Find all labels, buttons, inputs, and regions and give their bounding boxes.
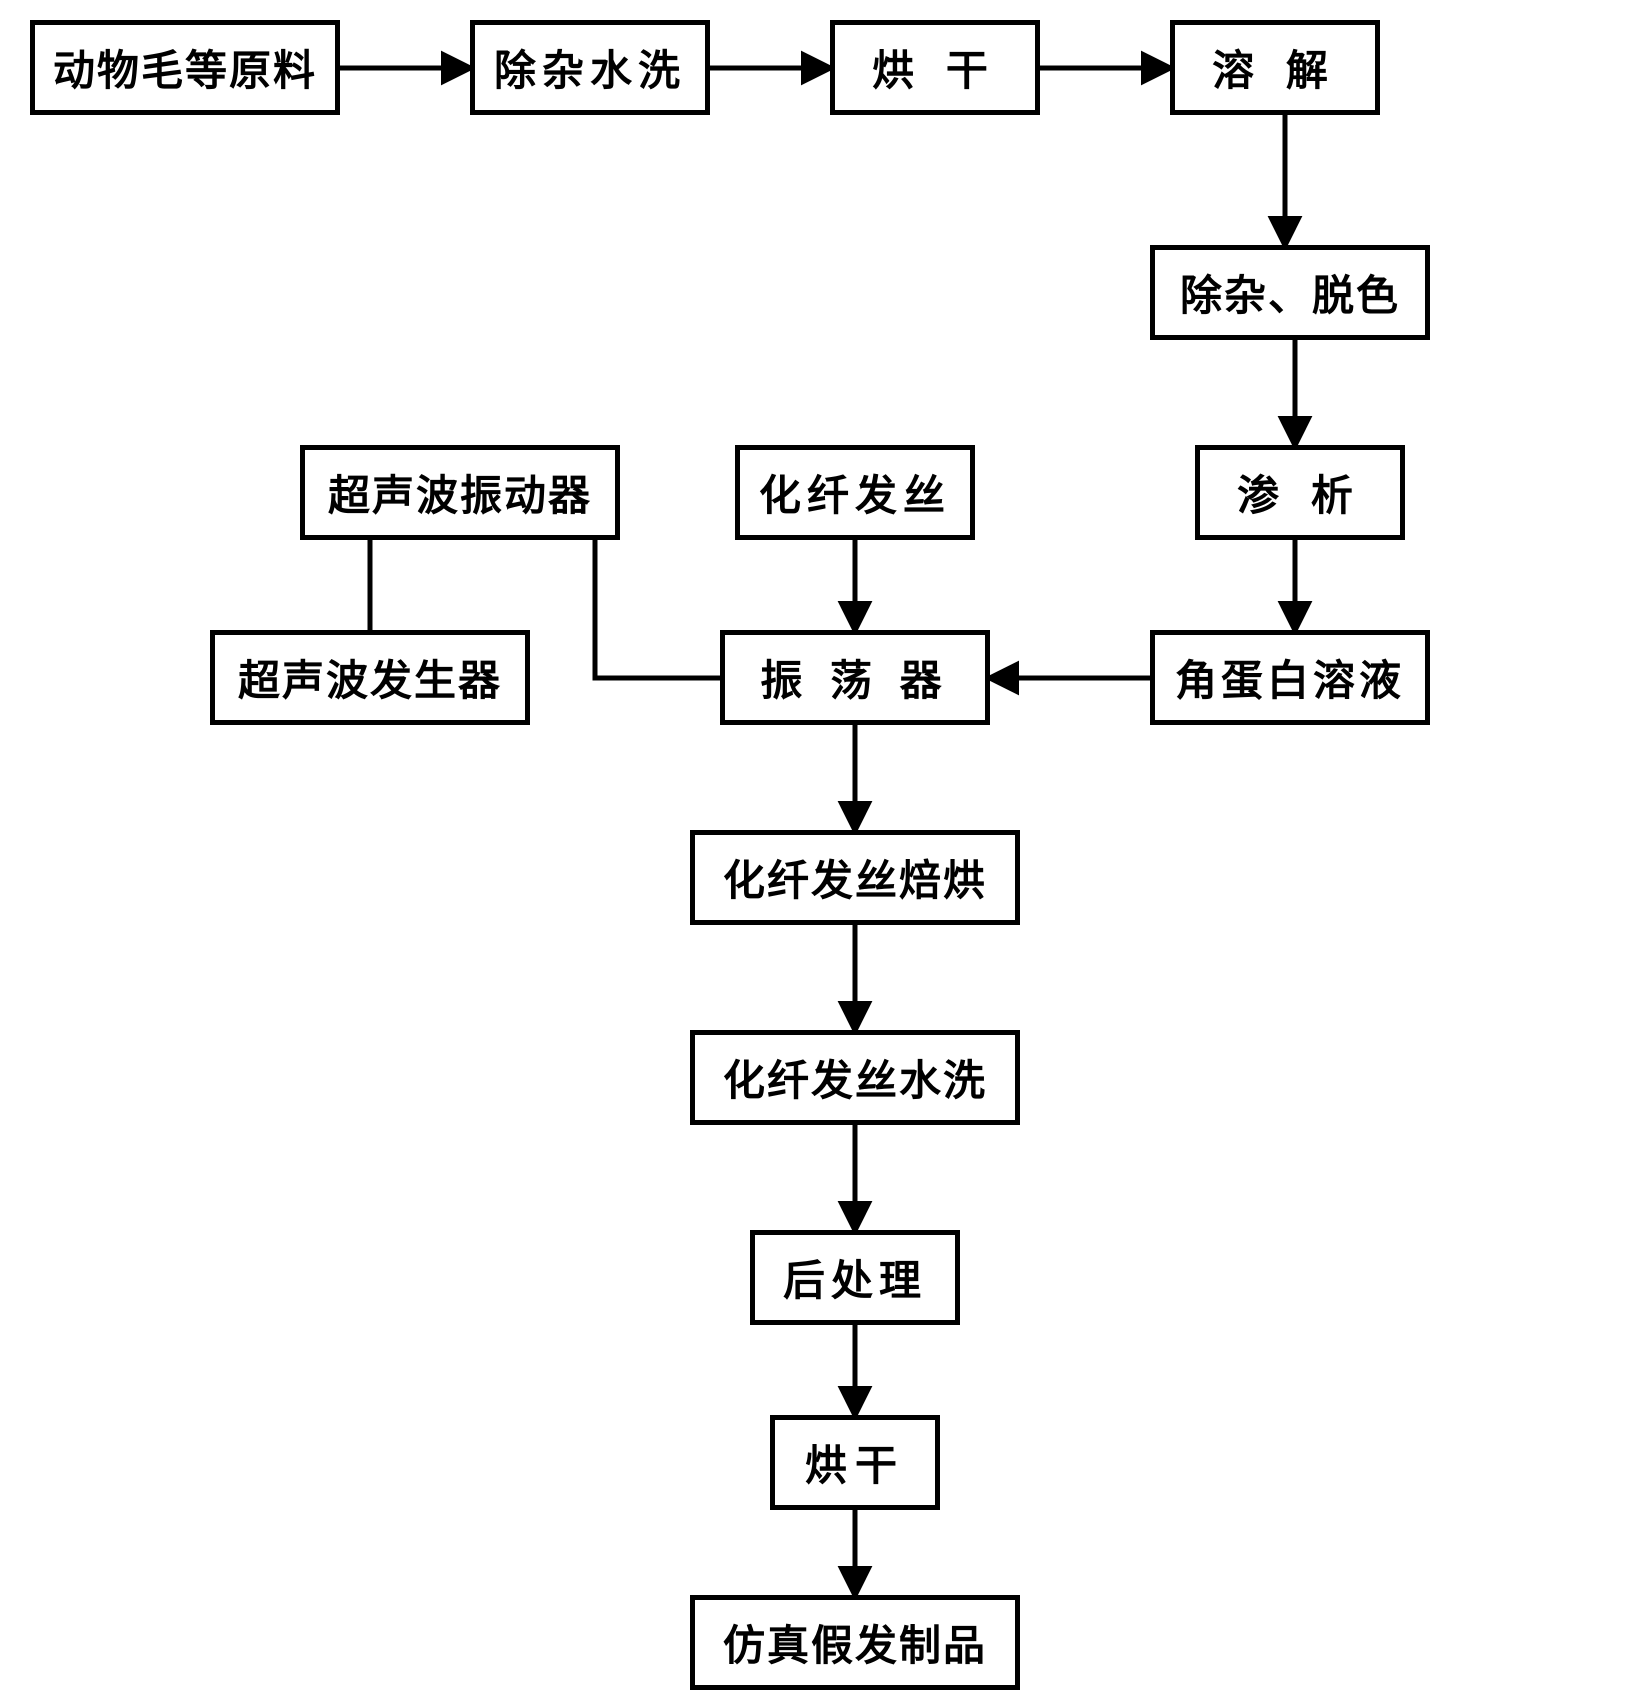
node-uvib: 超声波振动器 xyxy=(300,445,620,540)
node-bake: 化纤发丝焙烘 xyxy=(690,830,1020,925)
node-product: 仿真假发制品 xyxy=(690,1595,1020,1690)
node-ugen: 超声波发生器 xyxy=(210,630,530,725)
node-keratin: 角蛋白溶液 xyxy=(1150,630,1430,725)
node-dissolve: 溶 解 xyxy=(1170,20,1380,115)
node-dry1: 烘 干 xyxy=(830,20,1040,115)
node-oscill: 振 荡 器 xyxy=(720,630,990,725)
node-wash: 除杂水洗 xyxy=(470,20,710,115)
node-decolor: 除杂、脱色 xyxy=(1150,245,1430,340)
node-raw: 动物毛等原料 xyxy=(30,20,340,115)
node-wash2: 化纤发丝水洗 xyxy=(690,1030,1020,1125)
node-dialysis: 渗 析 xyxy=(1195,445,1405,540)
node-fiber: 化纤发丝 xyxy=(735,445,975,540)
node-post: 后处理 xyxy=(750,1230,960,1325)
edge-uvib-oscill xyxy=(595,540,720,678)
node-dry2: 烘干 xyxy=(770,1415,940,1510)
